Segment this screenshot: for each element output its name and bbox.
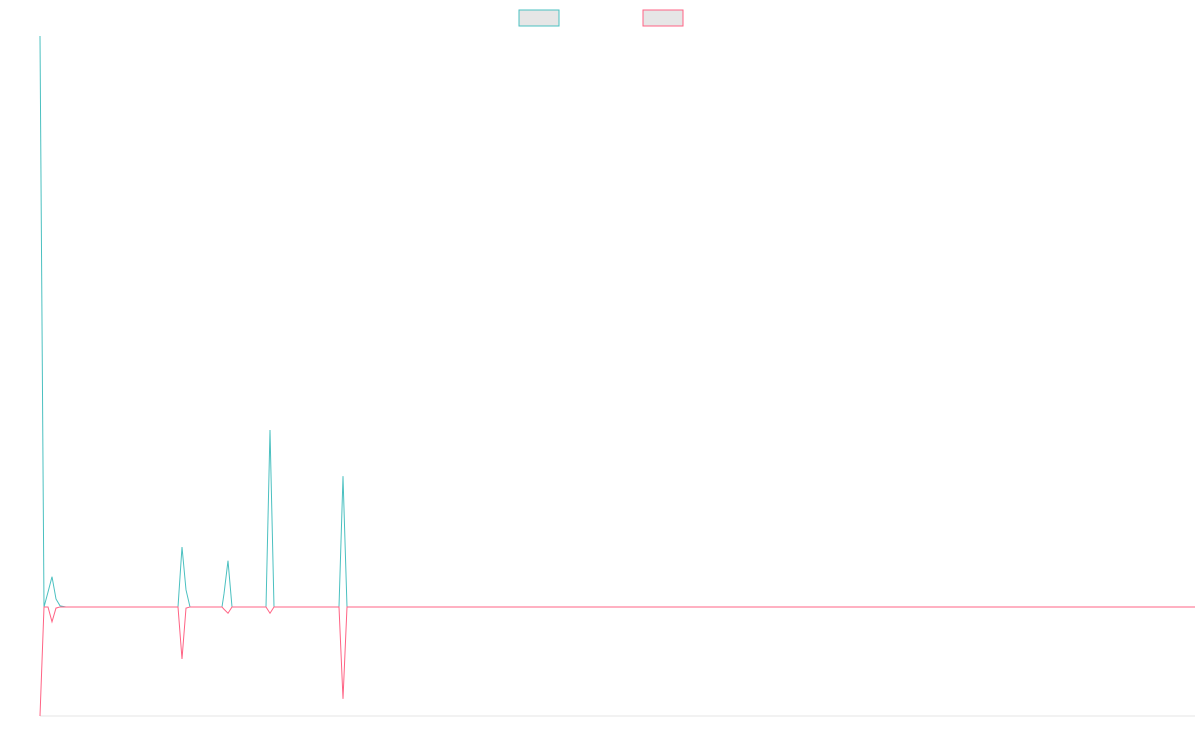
series-line — [39, 606, 1195, 717]
legend-swatch — [642, 9, 684, 27]
legend-swatch — [518, 9, 560, 27]
series-line — [39, 35, 1195, 608]
